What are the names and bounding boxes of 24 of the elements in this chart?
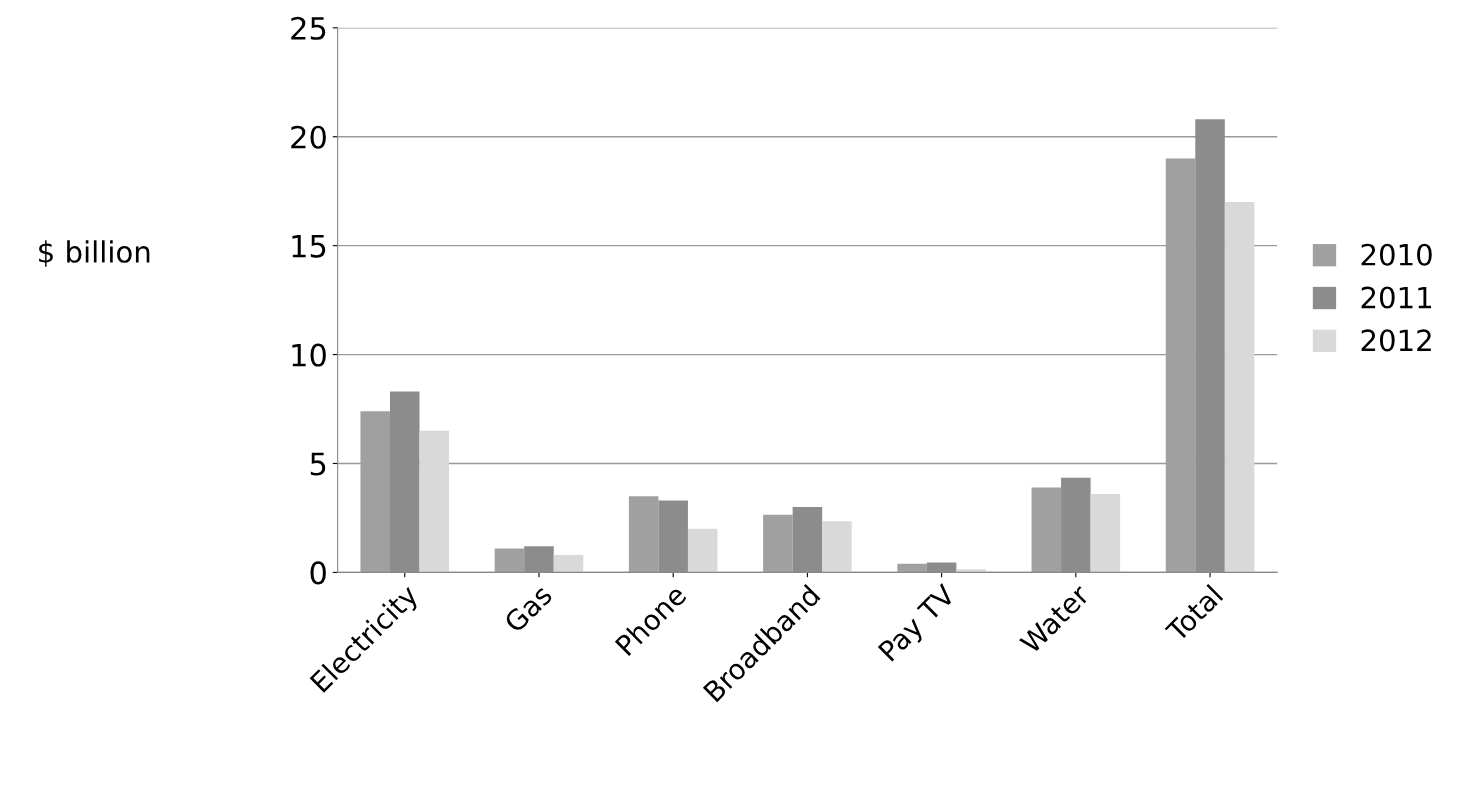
x-tick-label: Gas: [502, 583, 554, 634]
bar: [1090, 493, 1121, 573]
legend-label: 2011: [1361, 286, 1432, 309]
bar: [494, 548, 525, 573]
y-tick-label: 25: [291, 16, 326, 40]
bar: [1224, 202, 1255, 573]
y-tick-label: 0: [310, 561, 326, 585]
bar: [822, 521, 852, 573]
y-tick-label: 15: [292, 234, 326, 258]
y-tick-label: 10: [292, 343, 326, 367]
bar: [553, 554, 584, 573]
y-tick-label: 20: [291, 125, 326, 149]
x-tick-label: Pay TV: [877, 582, 961, 666]
bar: [763, 514, 793, 573]
legend-label: 2010: [1361, 243, 1432, 266]
y-axis-title: $ billion: [39, 240, 150, 267]
bar: [897, 563, 927, 573]
bar: [956, 569, 986, 573]
bar: [1031, 487, 1062, 573]
bar: [628, 496, 659, 573]
bar: [419, 430, 450, 573]
bar: [687, 528, 718, 573]
legend-label: 2012: [1361, 329, 1431, 352]
y-tick-label: 5: [310, 452, 326, 476]
